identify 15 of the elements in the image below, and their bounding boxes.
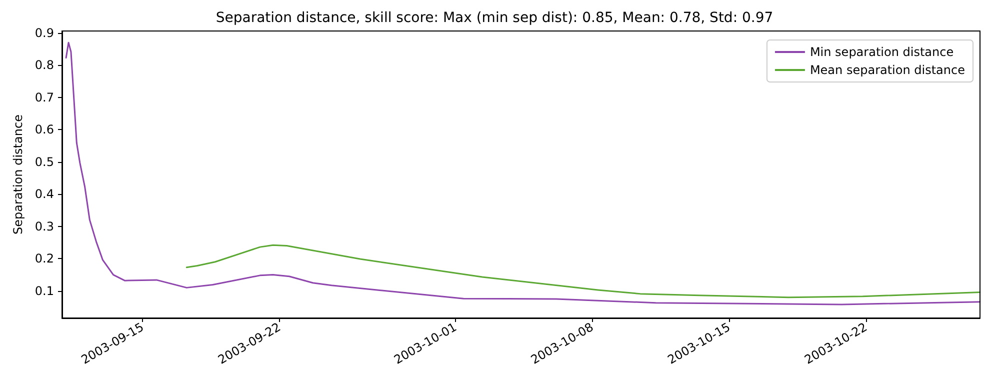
line-series [186, 244, 981, 298]
y-axis-title: Separation distance [11, 114, 26, 234]
y-tick-label: 0.1 [34, 284, 54, 298]
line-series [65, 42, 981, 306]
y-tick-label: 0.9 [34, 26, 54, 40]
y-tick-label: 0.2 [34, 252, 54, 266]
y-tick-label: 0.5 [34, 154, 54, 169]
y-tick-label: 0.3 [34, 219, 54, 234]
y-tick-label: 0.7 [34, 90, 54, 104]
legend-label: Mean separation distance [810, 63, 966, 77]
y-tick-label: 0.6 [34, 122, 54, 137]
y-tick-label: 0.4 [34, 187, 54, 202]
y-tick-label: 0.8 [34, 58, 54, 72]
legend-label: Min separation distance [810, 45, 954, 59]
chart-title: Separation distance, skill score: Max (min sep dist): 0.85, Mean: 0.78, Std: 0.97 [216, 10, 774, 26]
